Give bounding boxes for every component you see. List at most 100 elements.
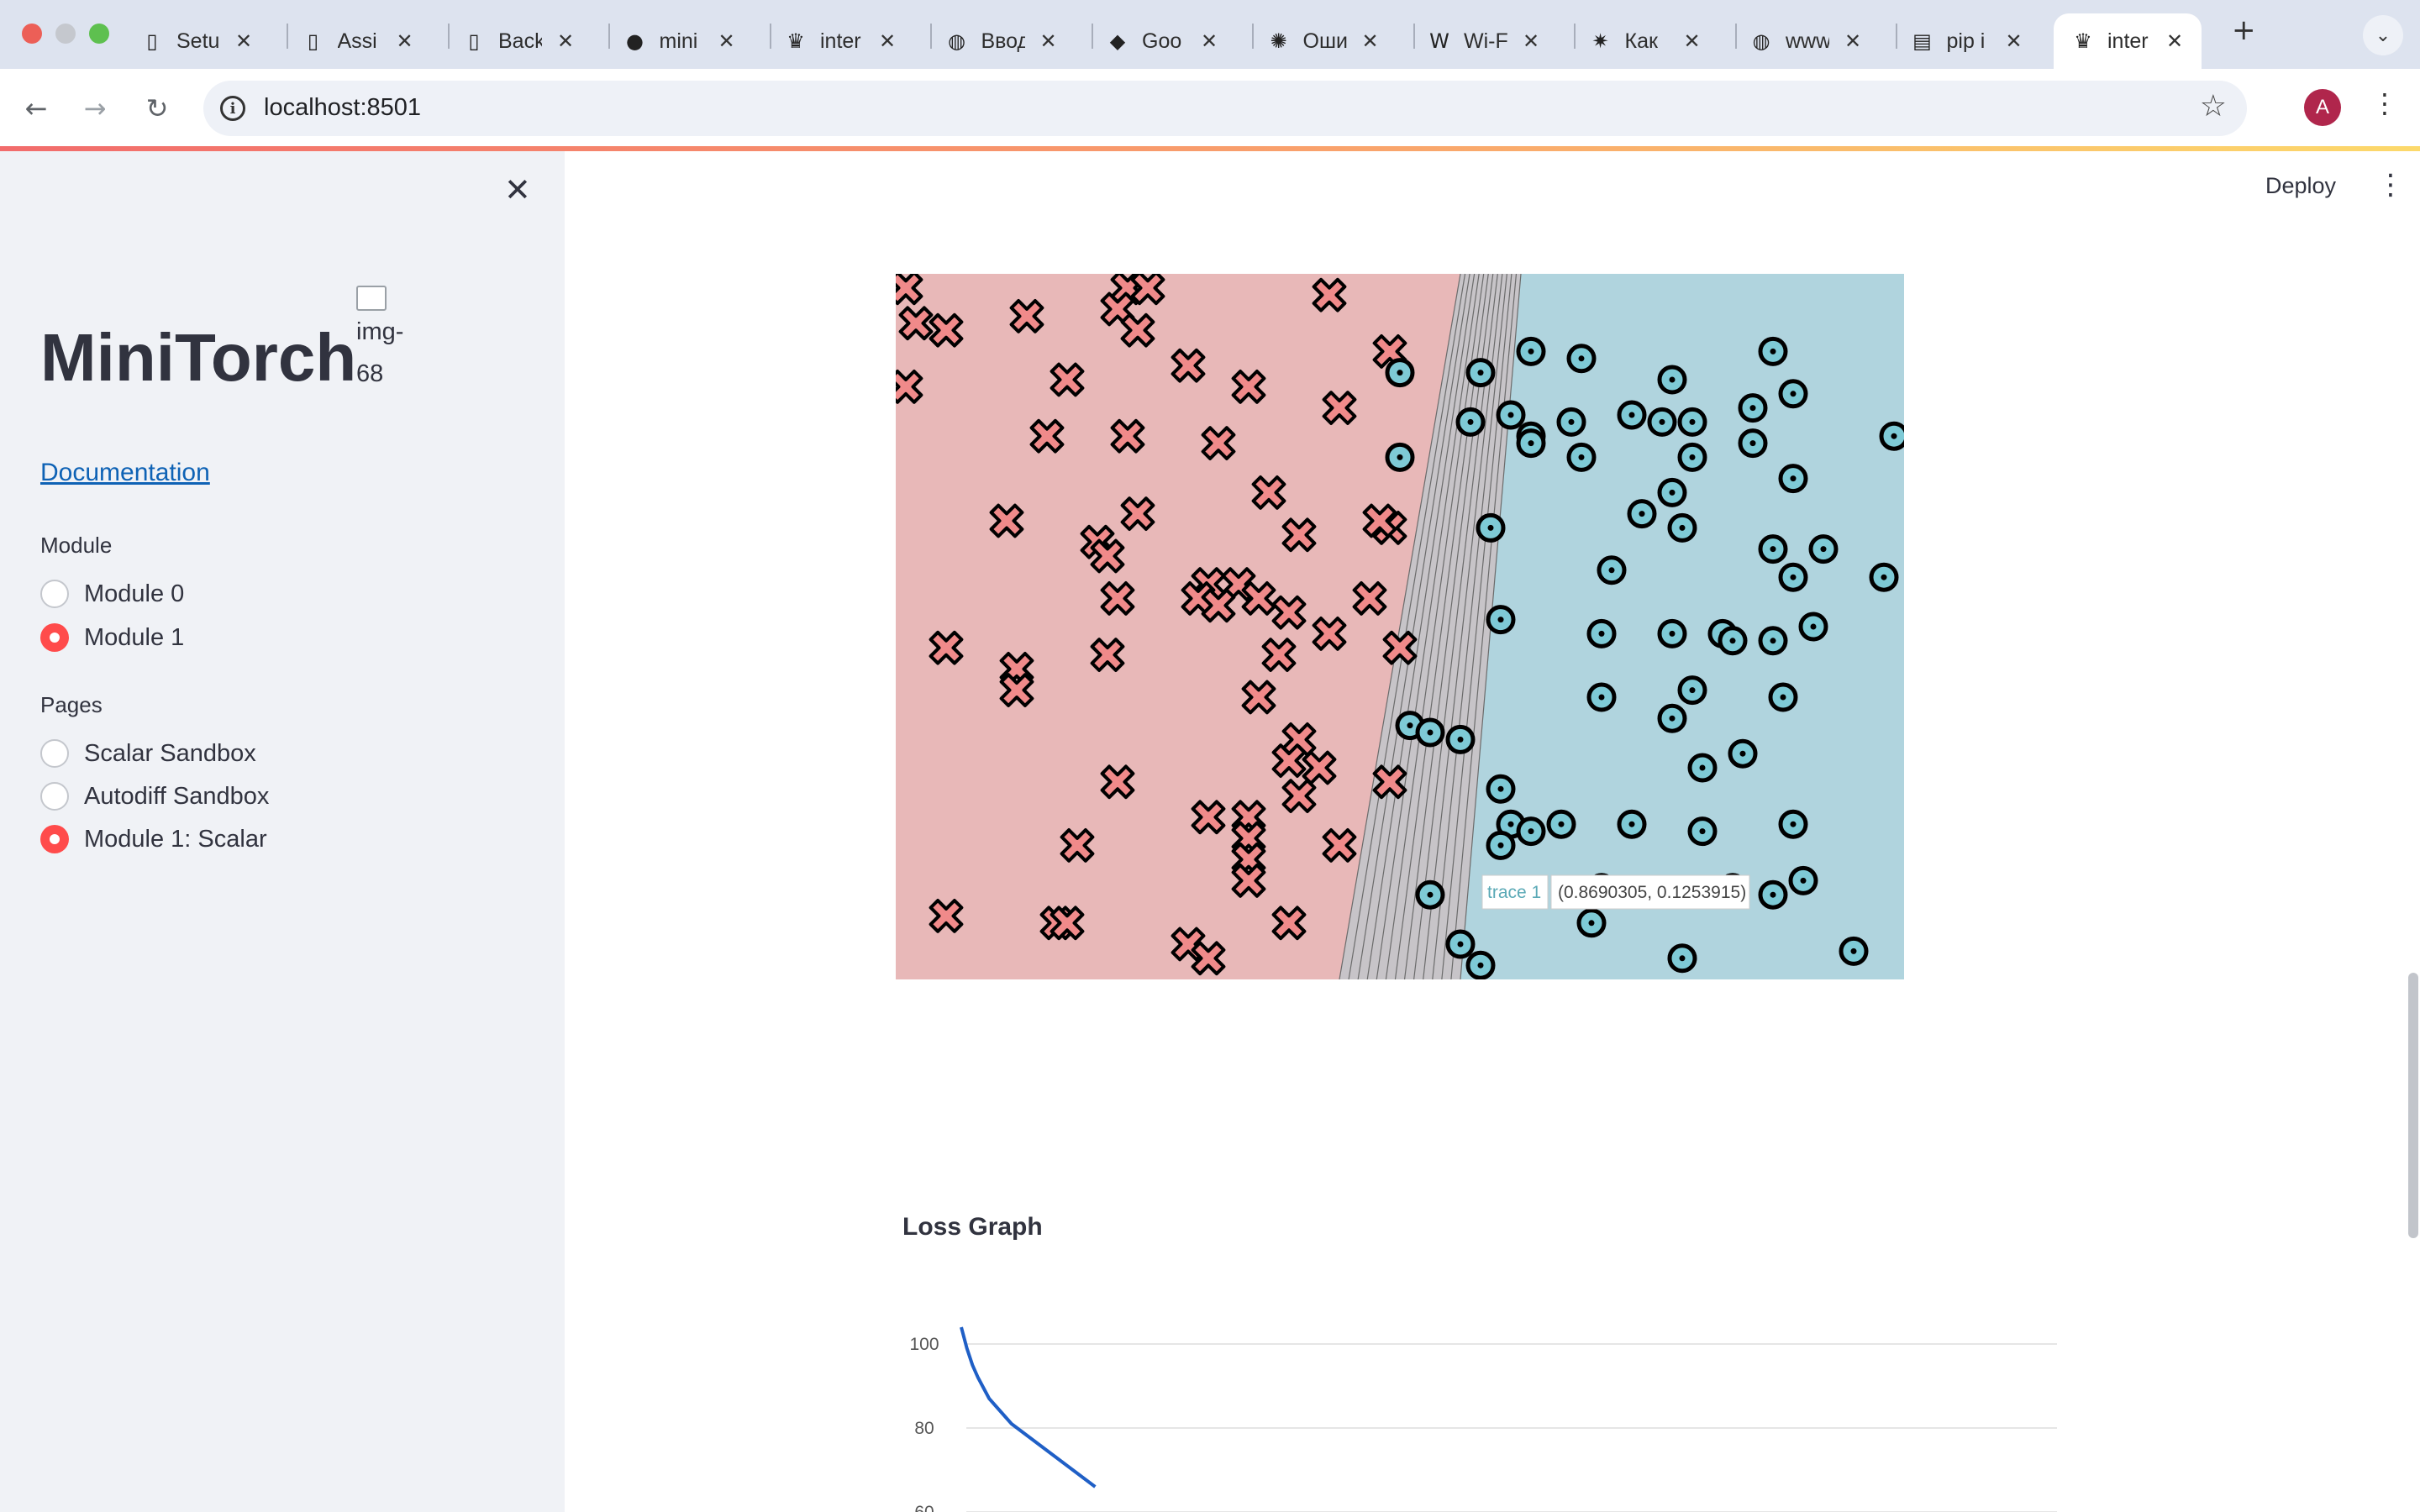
browser-tab[interactable]: W Wi-F ✕ — [1410, 13, 1558, 69]
x-marker-shape — [1201, 588, 1236, 623]
x-marker-shape — [929, 630, 964, 665]
tab-close-icon[interactable]: ✕ — [1039, 29, 1057, 53]
x-marker — [999, 673, 1034, 707]
tab-close-icon[interactable]: ✕ — [2166, 29, 2184, 53]
x-marker — [1281, 779, 1317, 813]
main-menu-icon[interactable]: ⋮ — [2376, 168, 2405, 202]
x-marker-shape — [1100, 764, 1135, 800]
browser-tab[interactable]: ▯ Setu ✕ — [123, 13, 271, 69]
tab-label: inter — [820, 29, 861, 53]
x-marker — [929, 899, 964, 933]
browser-tab[interactable]: ▤ pip i ✕ — [1893, 13, 2041, 69]
tab-close-icon[interactable]: ✕ — [2005, 29, 2023, 53]
browser-tab[interactable]: ◍ Ввод ✕ — [928, 13, 1076, 69]
radio-autodiff-sandbox[interactable]: Autodiff Sandbox — [40, 782, 269, 811]
browser-tab[interactable]: ● mini ✕ — [606, 13, 754, 69]
circle-marker-dot — [1669, 630, 1676, 637]
radio-label: Autodiff Sandbox — [84, 782, 270, 810]
browser-menu-icon[interactable]: ⋮ — [2371, 87, 2398, 119]
browser-tab[interactable]: ▯ Assi ✕ — [284, 13, 432, 69]
circle-marker-dot — [1507, 821, 1514, 827]
circle-marker-dot — [1770, 891, 1776, 898]
circle-marker-dot — [1528, 440, 1534, 447]
browser-tab[interactable]: ✷ Как ✕ — [1571, 13, 1719, 69]
circle-marker-dot — [1568, 418, 1575, 425]
loss-graph-title: Loss Graph — [902, 1213, 1043, 1241]
tab-close-icon[interactable]: ✕ — [235, 29, 253, 53]
tab-label: Goo — [1142, 29, 1182, 53]
x-marker-shape — [1110, 418, 1145, 454]
doc-icon: ▯ — [307, 29, 319, 53]
browser-tab[interactable]: ◆ Goo ✕ — [1088, 13, 1236, 69]
tab-close-icon[interactable]: ✕ — [1201, 29, 1218, 53]
documentation-link[interactable]: Documentation — [40, 459, 210, 486]
profile-avatar[interactable]: A — [2304, 89, 2341, 126]
doc-icon: ▯ — [468, 29, 480, 53]
browser-tab[interactable]: ▯ Back ✕ — [445, 13, 592, 69]
minimize-window-button[interactable] — [55, 24, 76, 44]
tab-label: www — [1786, 29, 1829, 53]
tab-close-icon[interactable]: ✕ — [1844, 29, 1862, 53]
x-marker — [1201, 588, 1236, 623]
radio-button[interactable] — [40, 580, 69, 608]
loss-graph-chart[interactable]: 100 80 60 — [891, 1294, 2067, 1512]
x-marker — [1130, 274, 1165, 306]
colab-icon: ◆ — [1109, 29, 1126, 53]
circle-marker-dot — [1407, 722, 1413, 729]
circle-marker-dot — [1457, 736, 1464, 743]
x-marker-shape — [1029, 418, 1065, 454]
contour-line — [1366, 274, 1476, 979]
circle-marker-dot — [1598, 694, 1605, 701]
x-marker — [1241, 680, 1276, 715]
browser-tab[interactable]: ✺ Оши ✕ — [1249, 13, 1397, 69]
tab-close-icon[interactable]: ✕ — [1523, 29, 1540, 53]
streamlit-icon: ♛ — [2074, 29, 2092, 53]
radio-module-0[interactable]: Module 0 — [40, 580, 184, 608]
tab-close-icon[interactable]: ✕ — [879, 29, 897, 53]
close-icon[interactable]: ✕ — [504, 171, 531, 208]
x-marker — [1281, 517, 1317, 553]
tab-close-icon[interactable]: ✕ — [557, 29, 575, 53]
tab-close-icon[interactable]: ✕ — [396, 29, 413, 53]
reload-icon[interactable]: ↻ — [145, 92, 169, 124]
tab-search-icon[interactable]: ⌄ — [2363, 15, 2403, 55]
x-marker — [1312, 277, 1347, 312]
deploy-button[interactable]: Deploy — [2265, 173, 2337, 198]
x-marker — [896, 370, 923, 404]
scrollbar[interactable] — [2408, 973, 2418, 1238]
browser-tab[interactable]: ♛ inter ✕ — [766, 13, 914, 69]
info-icon[interactable]: i — [220, 96, 245, 121]
bookmark-star-icon[interactable]: ☆ — [2199, 89, 2227, 123]
circle-marker-dot — [1770, 546, 1776, 553]
circle-marker-dot — [1780, 694, 1786, 701]
radio-button-selected[interactable] — [40, 623, 69, 652]
x-marker — [1110, 418, 1145, 454]
x-marker-shape — [1281, 517, 1317, 553]
back-arrow-icon[interactable]: ← — [24, 92, 48, 124]
radio-scalar-sandbox[interactable]: Scalar Sandbox — [40, 739, 256, 768]
radio-button-selected[interactable] — [40, 825, 69, 853]
new-tab-button[interactable]: + — [2232, 13, 2256, 47]
forward-arrow-icon[interactable]: → — [83, 92, 107, 124]
tab-separator — [1896, 24, 1897, 49]
x-marker — [1100, 581, 1135, 616]
radio-button[interactable] — [40, 782, 69, 811]
browser-tab[interactable]: ♛ inter ✕ — [2054, 13, 2202, 69]
contour-line — [1376, 274, 1480, 979]
tab-close-icon[interactable]: ✕ — [1361, 29, 1379, 53]
tooltip-trace-label: trace 1 — [1487, 883, 1541, 902]
radio-module-1[interactable]: Module 1 — [40, 623, 184, 652]
x-marker — [1191, 800, 1226, 835]
decision-boundary-chart[interactable]: trace 1 (0.8690305, 0.1253915) — [896, 274, 1904, 979]
maximize-window-button[interactable] — [89, 24, 109, 44]
x-marker — [1029, 418, 1065, 454]
x-marker — [1090, 638, 1125, 672]
radio-module-1-scalar[interactable]: Module 1: Scalar — [40, 825, 267, 853]
browser-tab[interactable]: ◍ www ✕ — [1732, 13, 1880, 69]
address-bar[interactable]: i localhost:8501 ☆ — [203, 81, 2247, 136]
tab-close-icon[interactable]: ✕ — [1683, 29, 1701, 53]
radio-button[interactable] — [40, 739, 69, 768]
circle-marker-dot — [1790, 821, 1797, 827]
tab-close-icon[interactable]: ✕ — [718, 29, 735, 53]
close-window-button[interactable] — [22, 24, 42, 44]
